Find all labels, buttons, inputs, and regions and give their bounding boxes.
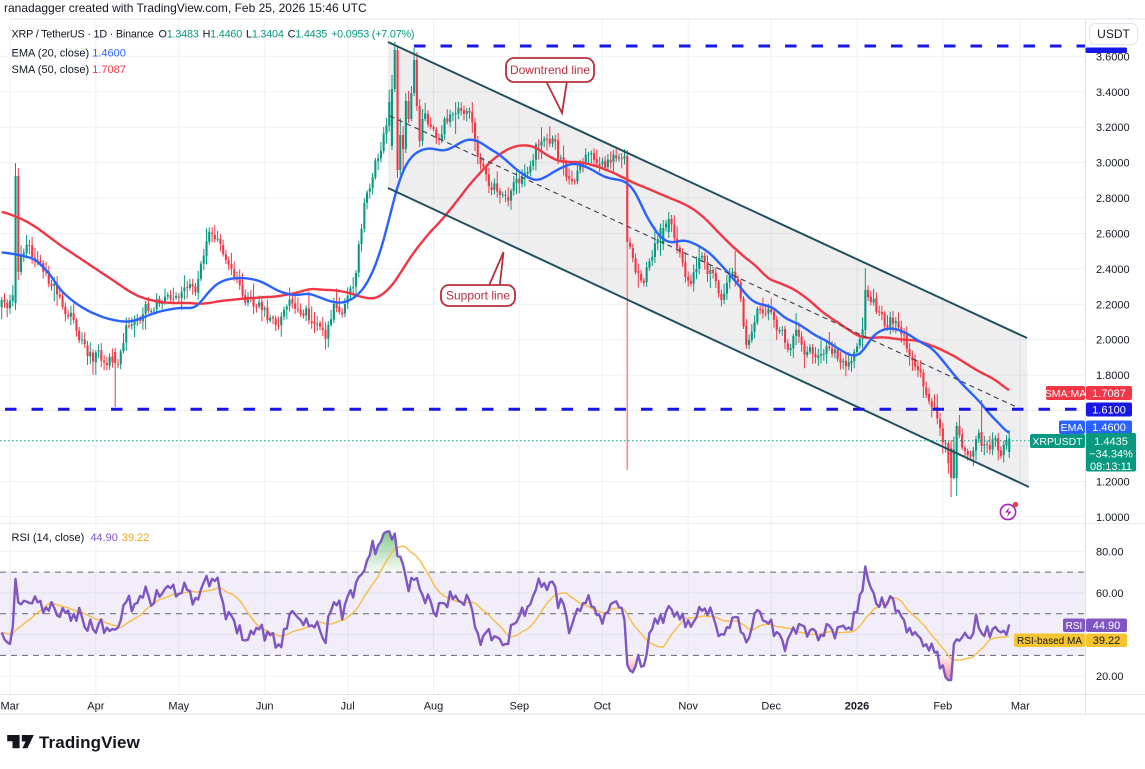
- svg-text:44.90: 44.90: [1093, 620, 1121, 632]
- svg-text:Mar: Mar: [1011, 701, 1030, 713]
- svg-text:TradingView: TradingView: [39, 733, 141, 752]
- svg-text:Mar: Mar: [1, 701, 20, 713]
- svg-text:2.4000: 2.4000: [1096, 264, 1130, 276]
- svg-text:2.8000: 2.8000: [1096, 193, 1130, 205]
- svg-text:Sep: Sep: [510, 701, 530, 713]
- svg-text:−34.34%: −34.34%: [1089, 449, 1133, 461]
- svg-text:Feb: Feb: [933, 701, 952, 713]
- svg-text:2.2000: 2.2000: [1096, 299, 1130, 311]
- svg-text:XRPUSDT: XRPUSDT: [1032, 436, 1083, 448]
- svg-text:08:13:11: 08:13:11: [1090, 461, 1132, 473]
- svg-text:EMA: EMA: [1061, 422, 1084, 434]
- svg-text:1.0000: 1.0000: [1096, 512, 1130, 524]
- svg-text:Jul: Jul: [341, 701, 355, 713]
- svg-text:60.00: 60.00: [1096, 588, 1124, 600]
- svg-text:39.22: 39.22: [1093, 635, 1121, 647]
- svg-text:3.4000: 3.4000: [1096, 87, 1130, 99]
- svg-text:2.6000: 2.6000: [1096, 228, 1130, 240]
- svg-text:3.2000: 3.2000: [1096, 122, 1130, 134]
- svg-text:80.00: 80.00: [1096, 546, 1124, 558]
- svg-text:3.0000: 3.0000: [1096, 158, 1130, 170]
- svg-text:Nov: Nov: [678, 701, 698, 713]
- svg-text:20.00: 20.00: [1096, 671, 1124, 683]
- svg-text:Aug: Aug: [424, 701, 444, 713]
- svg-text:USDT: USDT: [1097, 27, 1130, 41]
- svg-text:1.4435: 1.4435: [1094, 436, 1128, 448]
- svg-text:Support line: Support line: [446, 289, 510, 303]
- svg-text:SMA (50, close) 1.7087: SMA (50, close) 1.7087: [12, 64, 126, 76]
- svg-text:2.0000: 2.0000: [1096, 335, 1130, 347]
- svg-text:ranadagger created with Tradin: ranadagger created with TradingView.com,…: [4, 1, 367, 15]
- svg-text:RSI: RSI: [1066, 621, 1083, 632]
- svg-text:SMA:MA: SMA:MA: [1045, 388, 1086, 400]
- svg-text:Dec: Dec: [761, 701, 781, 713]
- svg-text:1.6100: 1.6100: [1092, 404, 1126, 416]
- svg-text:May: May: [168, 701, 189, 713]
- svg-text:Jun: Jun: [256, 701, 274, 713]
- svg-text:1.4600: 1.4600: [1092, 422, 1126, 434]
- svg-text:2026: 2026: [845, 701, 869, 713]
- svg-text:3.6000: 3.6000: [1096, 51, 1130, 63]
- svg-text:1.8000: 1.8000: [1096, 370, 1130, 382]
- svg-text:RSI-based MA: RSI-based MA: [1017, 636, 1082, 647]
- svg-text:1.7087: 1.7087: [1092, 388, 1126, 400]
- svg-text:EMA (20, close) 1.4600: EMA (20, close) 1.4600: [12, 48, 126, 60]
- svg-text:Downtrend line: Downtrend line: [510, 63, 590, 77]
- svg-text:Oct: Oct: [594, 701, 611, 713]
- svg-text:1.2000: 1.2000: [1096, 476, 1130, 488]
- svg-text:Apr: Apr: [87, 701, 104, 713]
